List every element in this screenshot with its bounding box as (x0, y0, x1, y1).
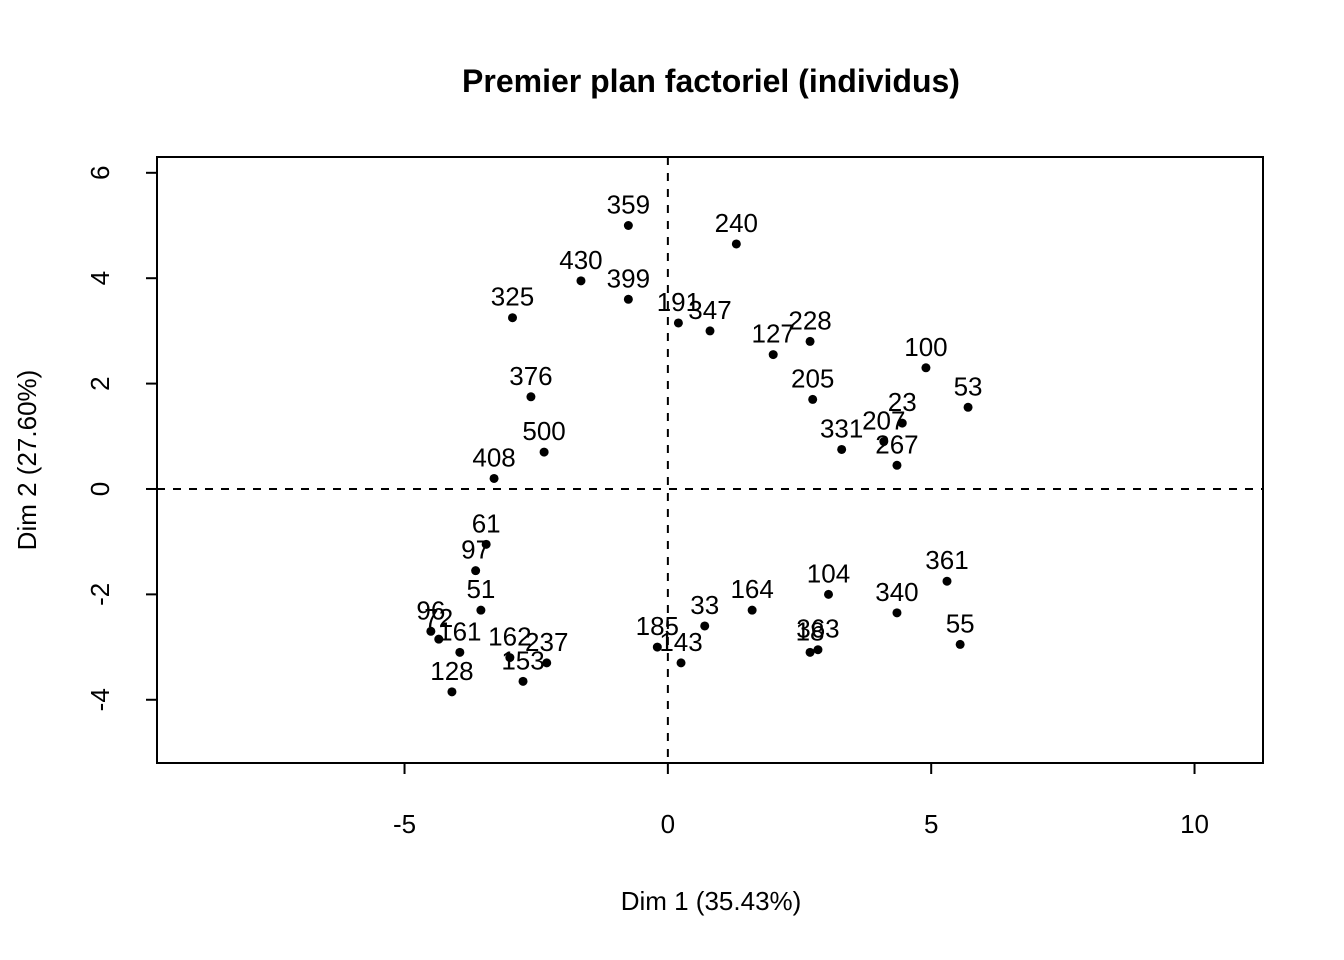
data-point (805, 647, 815, 657)
data-point (892, 608, 902, 618)
data-point (542, 658, 552, 668)
data-point (434, 634, 444, 644)
point-label: 100 (904, 332, 947, 362)
point-label: 33 (690, 590, 719, 620)
point-label: 359 (607, 190, 650, 220)
data-point (676, 658, 686, 668)
point-label: 228 (788, 305, 831, 335)
data-point (481, 539, 491, 549)
data-point (731, 239, 741, 249)
point-label: 23 (888, 387, 917, 417)
point-label: 191 (657, 287, 700, 317)
point-label: 325 (491, 282, 534, 312)
data-point (879, 437, 889, 447)
point-label: 347 (688, 295, 731, 325)
x-axis: -5 0 5 10 (393, 762, 1209, 839)
y-tick-label: 6 (85, 166, 115, 180)
point-label: 430 (559, 245, 602, 275)
point-label: 61 (472, 508, 501, 538)
data-point (813, 645, 823, 655)
data-point (526, 392, 536, 402)
data-point (942, 576, 952, 586)
data-point (700, 621, 710, 631)
point-label: 376 (509, 361, 552, 391)
x-tick-label: 5 (924, 809, 938, 839)
plot-frame (156, 156, 1264, 764)
x-axis-label: Dim 1 (35.43%) (621, 886, 802, 916)
data-point (892, 460, 902, 470)
point-label: 340 (875, 577, 918, 607)
point-label: 128 (430, 656, 473, 686)
data-point (955, 639, 965, 649)
point-label: 51 (466, 574, 495, 604)
point-label: 104 (807, 558, 850, 588)
point-label: 96 (416, 595, 445, 625)
point-label: 399 (607, 263, 650, 293)
chart-title: Premier plan factoriel (individus) (462, 63, 960, 99)
point-label: 408 (472, 442, 515, 472)
data-point (576, 276, 586, 286)
point-label: 240 (715, 208, 758, 238)
point-label: 237 (525, 627, 568, 657)
data-point (455, 647, 465, 657)
y-tick-label: 2 (85, 376, 115, 390)
point-label: 153 (501, 645, 544, 675)
point-label: 267 (875, 429, 918, 459)
point-label: 72 (424, 603, 453, 633)
y-tick-label: -4 (85, 688, 115, 711)
x-tick-label: 10 (1180, 809, 1209, 839)
point-label: 162 (488, 622, 531, 652)
data-point (897, 418, 907, 428)
point-label: 185 (636, 611, 679, 641)
data-point (447, 687, 457, 697)
point-label: 53 (954, 371, 983, 401)
point-label: 207 (862, 406, 905, 436)
data-point (476, 605, 486, 615)
data-point (921, 363, 931, 373)
point-label: 361 (925, 545, 968, 575)
point-label: 161 (438, 616, 481, 646)
point-label: 143 (659, 627, 702, 657)
y-axis-label: Dim 2 (27.60%) (12, 370, 42, 551)
point-label: 55 (946, 608, 975, 638)
data-point (539, 447, 549, 457)
data-point (652, 642, 662, 652)
data-point (747, 605, 757, 615)
point-label: 331 (820, 413, 863, 443)
data-point (963, 402, 973, 412)
data-point (837, 444, 847, 454)
data-point (623, 294, 633, 304)
data-point (805, 336, 815, 346)
data-point (705, 326, 715, 336)
data-point (768, 350, 778, 360)
data-point (505, 653, 515, 663)
point-label: 127 (752, 319, 795, 349)
y-tick-label: -2 (85, 583, 115, 606)
data-points (426, 221, 973, 697)
point-label: 164 (730, 574, 773, 604)
point-label: 500 (522, 416, 565, 446)
data-point (508, 313, 517, 323)
point-label: 205 (791, 363, 834, 393)
data-point (673, 318, 683, 328)
data-point (824, 589, 833, 599)
point-label: 18 (796, 616, 825, 646)
y-tick-label: 0 (85, 482, 115, 496)
point-label: 363 (796, 614, 839, 644)
data-point (518, 676, 528, 686)
x-tick-label: 0 (661, 809, 675, 839)
x-tick-label: -5 (393, 809, 416, 839)
data-point (489, 473, 499, 483)
data-point (808, 394, 818, 404)
point-label: 97 (461, 535, 490, 565)
data-point (623, 221, 633, 231)
data-point (471, 566, 481, 576)
y-tick-label: 4 (85, 271, 115, 285)
y-axis: -4 -2 0 2 4 6 (85, 166, 158, 711)
data-point (426, 626, 436, 636)
